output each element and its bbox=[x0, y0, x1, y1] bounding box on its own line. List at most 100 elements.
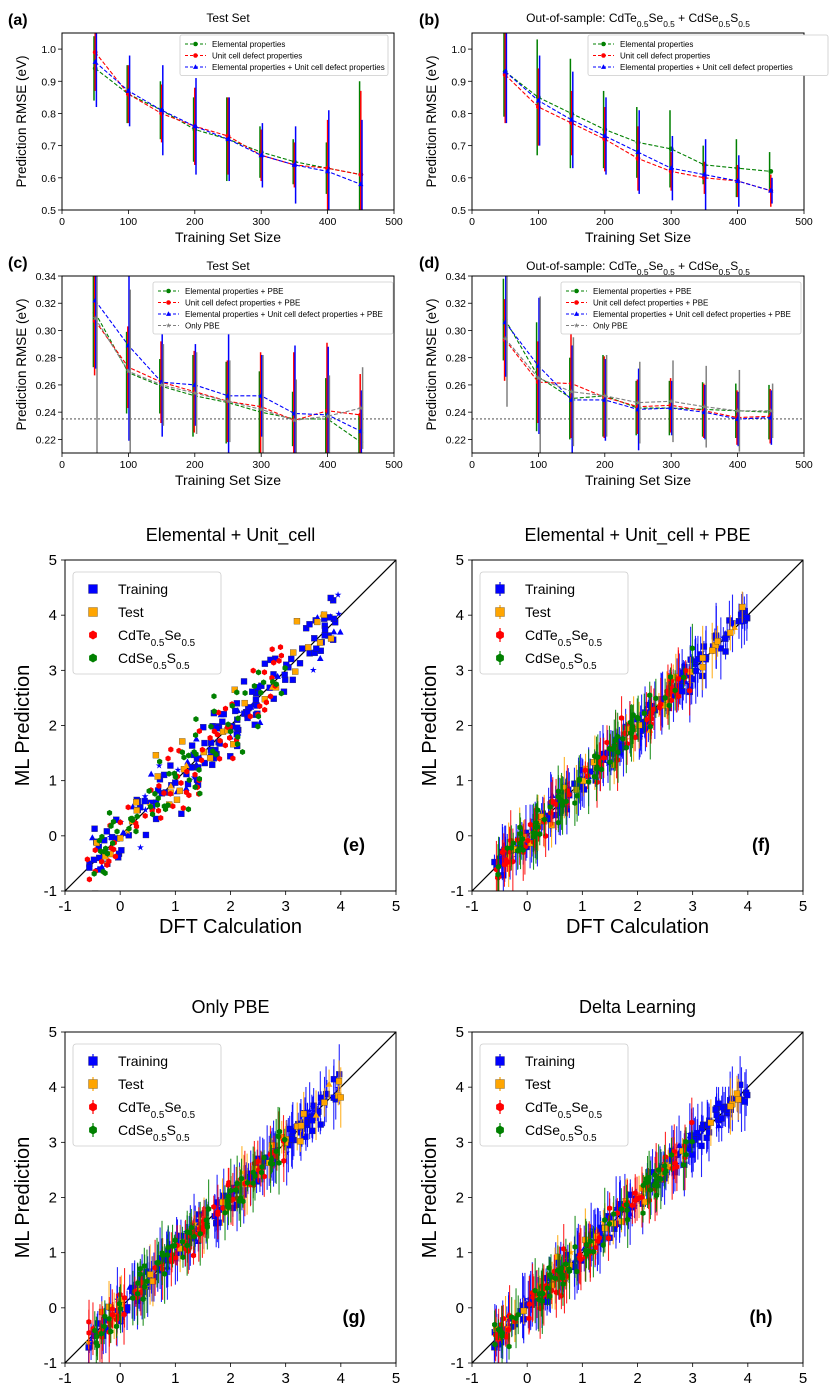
data-point bbox=[304, 644, 312, 651]
data-point bbox=[288, 655, 295, 663]
data-point bbox=[668, 398, 674, 404]
data-point bbox=[289, 676, 296, 684]
data-point bbox=[133, 807, 140, 814]
data-point bbox=[114, 828, 120, 835]
data-point bbox=[243, 714, 251, 722]
data-point bbox=[594, 763, 600, 770]
data-point bbox=[290, 649, 297, 656]
data-point bbox=[667, 673, 674, 680]
legend-marker bbox=[88, 1079, 98, 1089]
legend-label: Test bbox=[118, 604, 144, 620]
data-point bbox=[539, 1298, 545, 1305]
data-point bbox=[640, 1210, 646, 1217]
legend-marker bbox=[193, 53, 198, 58]
data-point bbox=[133, 828, 139, 835]
panel-d: (d) Out-of-sample: CdTe0.5Se0.5 + CdSe0.5… bbox=[419, 255, 813, 488]
data-point bbox=[174, 766, 182, 773]
data-point bbox=[192, 784, 198, 791]
data-point bbox=[249, 688, 256, 695]
data-point bbox=[768, 187, 774, 193]
data-point bbox=[651, 706, 657, 713]
data-point bbox=[682, 678, 690, 686]
y-tick-label: 0.7 bbox=[41, 141, 56, 153]
data-point bbox=[177, 1232, 185, 1239]
data-point bbox=[675, 675, 681, 682]
y-tick-label: 5 bbox=[49, 552, 57, 569]
data-point bbox=[768, 407, 774, 414]
data-point bbox=[525, 837, 531, 844]
data-point bbox=[158, 815, 164, 821]
data-point bbox=[337, 1094, 344, 1101]
data-point bbox=[604, 739, 610, 746]
data-point bbox=[155, 1259, 162, 1266]
panel-f: Elemental + Unit_cell + PBE -1-1 0 0 1 1 2 2 3 3 4… bbox=[419, 525, 807, 938]
legend: Elemental properties Unit cell defect pro… bbox=[179, 34, 389, 76]
data-point bbox=[337, 628, 344, 635]
data-point bbox=[521, 1295, 529, 1303]
data-point bbox=[630, 727, 636, 734]
data-point bbox=[209, 761, 216, 769]
data-point bbox=[321, 626, 329, 633]
data-point bbox=[291, 162, 298, 167]
y-tick-label: 4 bbox=[49, 607, 57, 624]
y-tick-label: 0.32 bbox=[446, 298, 467, 310]
data-point bbox=[598, 766, 605, 773]
panel-label: (c) bbox=[8, 255, 28, 272]
data-point bbox=[606, 1220, 612, 1227]
data-point bbox=[124, 1304, 131, 1311]
legend-marker bbox=[600, 64, 607, 69]
data-point bbox=[701, 403, 708, 410]
y-axis-label: Prediction RMSE (eV) bbox=[14, 298, 29, 430]
data-point bbox=[643, 716, 650, 723]
plot-area bbox=[65, 560, 396, 891]
data-point bbox=[250, 667, 256, 674]
legend-marker bbox=[495, 607, 505, 617]
data-point bbox=[607, 759, 613, 766]
legend-marker bbox=[573, 322, 580, 328]
data-point bbox=[186, 792, 192, 799]
x-tick-label: 200 bbox=[596, 216, 614, 228]
legend-label: Test bbox=[118, 1076, 144, 1092]
y-axis-label: ML Prediction bbox=[12, 665, 34, 787]
legend-marker bbox=[601, 53, 606, 58]
data-point bbox=[605, 1235, 612, 1242]
data-point bbox=[297, 1138, 304, 1145]
x-tick-label: 2 bbox=[226, 898, 234, 915]
data-point bbox=[315, 1108, 322, 1115]
data-point bbox=[217, 711, 225, 718]
data-point bbox=[211, 708, 217, 715]
legend-marker bbox=[166, 288, 171, 294]
x-tick-label: -1 bbox=[58, 898, 71, 915]
data-point bbox=[683, 1138, 689, 1145]
data-point bbox=[128, 815, 134, 822]
data-point bbox=[157, 758, 163, 765]
series-3 bbox=[502, 276, 774, 453]
data-point bbox=[630, 712, 636, 719]
data-point bbox=[293, 618, 301, 625]
legend-box bbox=[479, 571, 629, 675]
data-point bbox=[632, 1197, 638, 1204]
data-point bbox=[217, 737, 223, 744]
data-point bbox=[636, 722, 643, 729]
y-tick-label: 0.5 bbox=[41, 205, 56, 217]
data-point bbox=[247, 703, 255, 710]
x-tick-label: 4 bbox=[744, 898, 752, 915]
legend-marker bbox=[573, 311, 580, 316]
data-point bbox=[215, 1219, 222, 1226]
data-point bbox=[155, 807, 162, 814]
legend: Elemental properties Unit cell defect pro… bbox=[587, 34, 829, 76]
data-point bbox=[641, 710, 647, 717]
data-point bbox=[327, 594, 334, 602]
legend-label: CdTe0.5Se0.5 bbox=[118, 1099, 196, 1121]
y-tick-label: 0.32 bbox=[36, 298, 57, 310]
data-point bbox=[179, 1238, 186, 1245]
x-tick-label: 2 bbox=[633, 898, 641, 915]
y-axis-label: Prediction RMSE (eV) bbox=[14, 55, 29, 187]
y-tick-label: 4 bbox=[49, 1079, 57, 1096]
legend-label: Elemental properties + Unit cell defect … bbox=[185, 310, 383, 319]
y-tick-label: 4 bbox=[456, 607, 464, 624]
data-point bbox=[299, 645, 306, 652]
data-point bbox=[283, 1149, 291, 1156]
data-point bbox=[668, 165, 674, 171]
